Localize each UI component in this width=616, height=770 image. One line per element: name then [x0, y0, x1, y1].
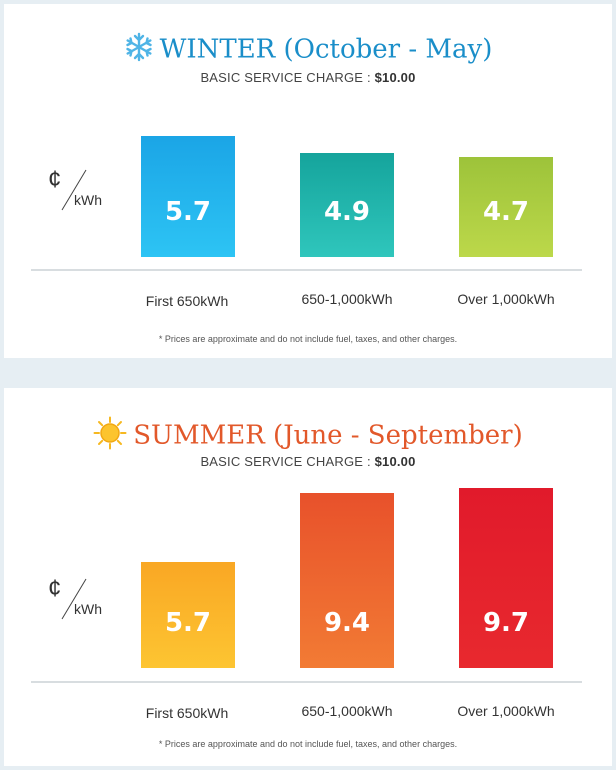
kwh-unit: kWh: [74, 192, 102, 208]
winter-bar-2: 4.9: [300, 153, 394, 257]
summer-season-label: SUMMER: [133, 420, 265, 451]
unit-divider: [61, 578, 87, 620]
winter-bar-1: 5.7: [141, 136, 235, 257]
summer-period-label: (June - September): [273, 420, 523, 451]
winter-service-charge-label: BASIC SERVICE CHARGE :: [200, 70, 371, 85]
summer-service-charge-label: BASIC SERVICE CHARGE :: [200, 454, 371, 469]
kwh-unit: kWh: [74, 601, 102, 617]
summer-category-label-2: 650-1,000kWh: [301, 703, 393, 719]
winter-service-charge: BASIC SERVICE CHARGE : $10.00: [4, 70, 612, 85]
winter-season-label: WINTER: [159, 34, 276, 65]
winter-category-label-2: 650-1,000kWh: [301, 291, 393, 307]
unit-divider: [61, 169, 87, 211]
summer-bar-value-2: 9.4: [323, 608, 371, 638]
cent-symbol: ¢: [48, 166, 62, 193]
summer-bar-value-3: 9.7: [482, 608, 530, 638]
winter-period-label: (October - May): [283, 34, 493, 65]
summer-service-charge-value: $10.00: [374, 454, 416, 469]
summer-bar-3: 9.7: [459, 488, 553, 668]
summer-bar-1: 5.7: [141, 562, 235, 668]
summer-rate-panel: SUMMER (June - September) BASIC SERVICE …: [4, 388, 612, 766]
summer-service-charge: BASIC SERVICE CHARGE : $10.00: [4, 454, 612, 469]
winter-unit-label: ¢ kWh: [48, 166, 108, 216]
winter-bar-value-3: 4.7: [482, 197, 530, 227]
winter-bar-3: 4.7: [459, 157, 553, 257]
summer-bar-2: 9.4: [300, 493, 394, 668]
winter-service-charge-value: $10.00: [374, 70, 416, 85]
winter-category-label-1: First 650kWh: [145, 293, 229, 309]
summer-footnote: * Prices are approximate and do not incl…: [158, 739, 458, 749]
winter-baseline: [31, 269, 582, 271]
winter-bar-value-2: 4.9: [323, 197, 371, 227]
summer-bar-value-1: 5.7: [164, 608, 212, 638]
summer-category-label-3: Over 1,000kWh: [457, 703, 555, 719]
winter-bar-value-1: 5.7: [164, 197, 212, 227]
winter-category-label-3: Over 1,000kWh: [457, 291, 555, 307]
snowflake-icon: [124, 32, 154, 69]
sun-icon: [93, 416, 127, 457]
winter-rate-panel: WINTER (October - May) BASIC SERVICE CHA…: [4, 4, 612, 358]
winter-footnote: * Prices are approximate and do not incl…: [158, 334, 458, 344]
cent-symbol: ¢: [48, 575, 62, 602]
summer-category-label-1: First 650kWh: [145, 705, 229, 721]
summer-title: SUMMER (June - September): [4, 416, 612, 457]
summer-unit-label: ¢ kWh: [48, 575, 108, 625]
summer-baseline: [31, 681, 582, 683]
winter-title: WINTER (October - May): [4, 32, 612, 69]
